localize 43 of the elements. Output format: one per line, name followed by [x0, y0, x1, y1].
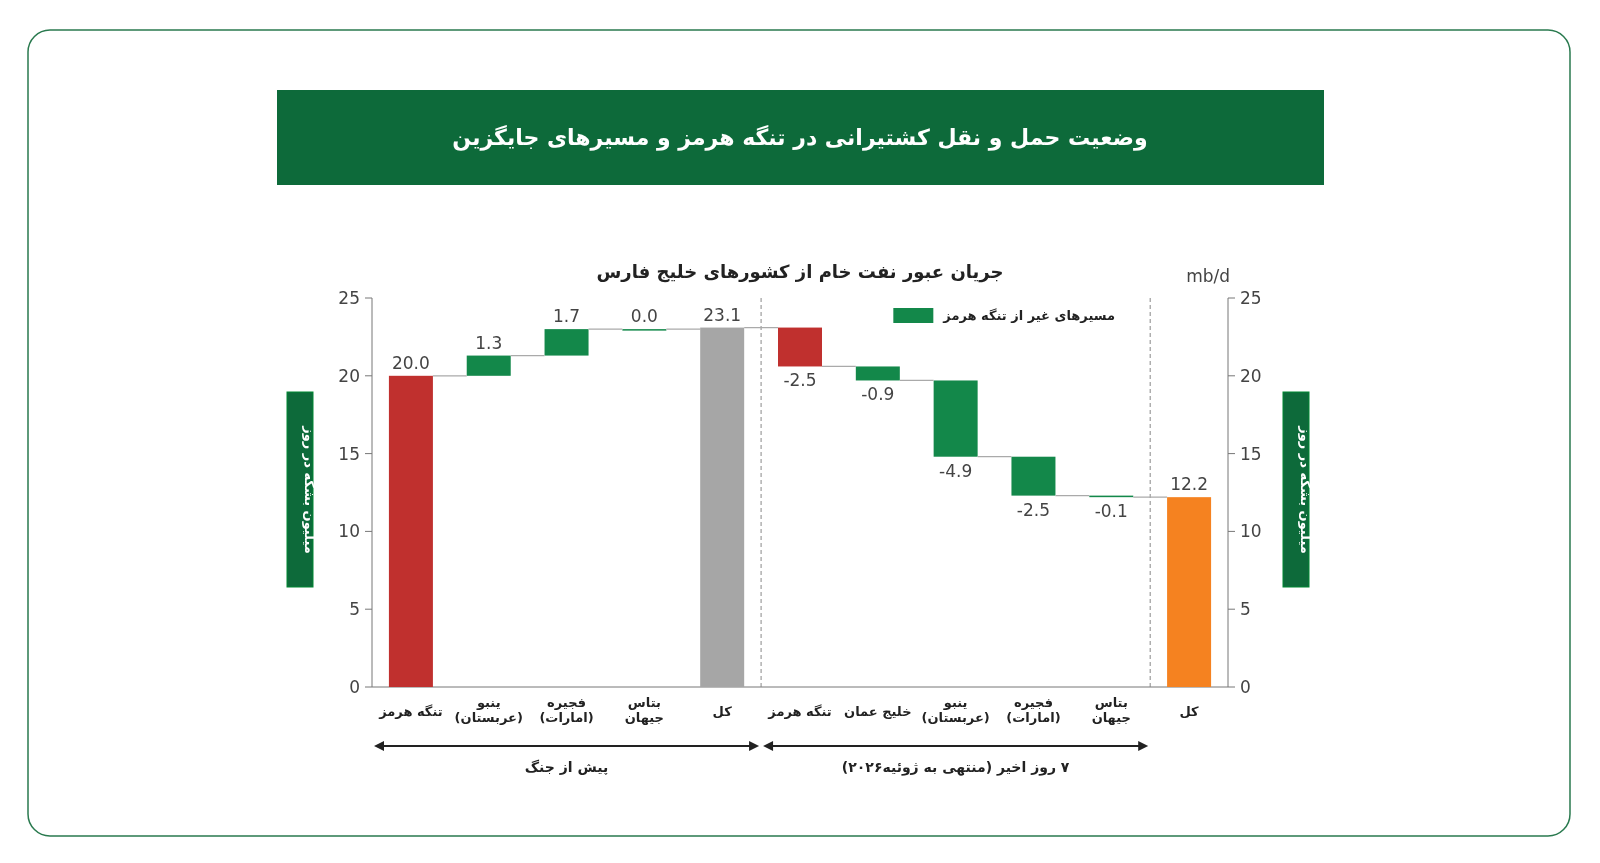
- data-label: 0.0: [630, 306, 658, 327]
- x-tick-label: بتاس جیهان: [624, 695, 664, 725]
- y-axis-title: میلیون بشکه در روز: [302, 425, 317, 554]
- legend: مسیرهای غیر از تنگه هرمز: [893, 308, 1115, 323]
- data-label: -2.5: [1016, 499, 1051, 520]
- legend-label: مسیرهای غیر از تنگه هرمز: [942, 308, 1115, 323]
- y2-axis-title: میلیون بشکه در روز: [1298, 425, 1313, 554]
- y-tick-label: 10: [338, 521, 360, 542]
- data-label: 1.3: [475, 332, 503, 353]
- chart-subtitle: جریان عبور نفت خام از کشورهای خلیج فارس: [596, 261, 1004, 283]
- y2-tick-label: 10: [1240, 521, 1262, 542]
- data-label: -0.9: [861, 384, 895, 405]
- y-tick-label: 15: [338, 443, 360, 464]
- y2-tick-label: 25: [1240, 288, 1262, 308]
- x-tick-label: ینبو (عربستان): [454, 695, 523, 725]
- text: پیش از جنگ: [524, 759, 609, 776]
- data-label: -2.5: [783, 370, 817, 391]
- data-label: 23.1: [703, 304, 742, 325]
- x-tick-label: بتاس جیهان: [1091, 695, 1131, 725]
- data-label: 12.2: [1170, 474, 1209, 495]
- x-tick-label: فجیره (امارات): [1006, 695, 1061, 725]
- y-tick-label: 5: [349, 599, 360, 620]
- x-tick-label: فجیره (امارات): [539, 695, 594, 725]
- y2-tick-label: 0: [1240, 677, 1251, 697]
- data-label: 20.0: [391, 352, 430, 373]
- y-tick-label: 20: [338, 365, 360, 386]
- x-tick-label: تنگه هرمز: [767, 704, 832, 719]
- y2-tick-label: 5: [1240, 599, 1251, 620]
- data-label: -4.9: [939, 460, 973, 481]
- y2-tick-label: 15: [1240, 443, 1262, 464]
- chart-title: وضعیت حمل و نقل کشتیرانی در تنگه هرمز و مسیرهای جایگزین: [452, 124, 1148, 151]
- data-label: 1.7: [553, 306, 581, 327]
- x-tick-label: کل: [1179, 704, 1200, 719]
- data-label: -0.1: [1094, 501, 1128, 522]
- x-tick-label: تنگه هرمز: [378, 704, 443, 719]
- y2-tick-label: 20: [1240, 365, 1262, 386]
- text: mb/d: [1186, 266, 1230, 286]
- y-tick-label: 25: [338, 288, 360, 308]
- text: ۷ روز اخیر (منتهی به ژوئیه۲۰۲۶): [841, 759, 1070, 776]
- x-tick-label: خلیج عمان: [844, 704, 912, 719]
- x-tick-label: کل: [712, 704, 733, 719]
- y-tick-label: 0: [349, 677, 360, 697]
- x-tick-label: ینبو (عربستان): [921, 695, 990, 725]
